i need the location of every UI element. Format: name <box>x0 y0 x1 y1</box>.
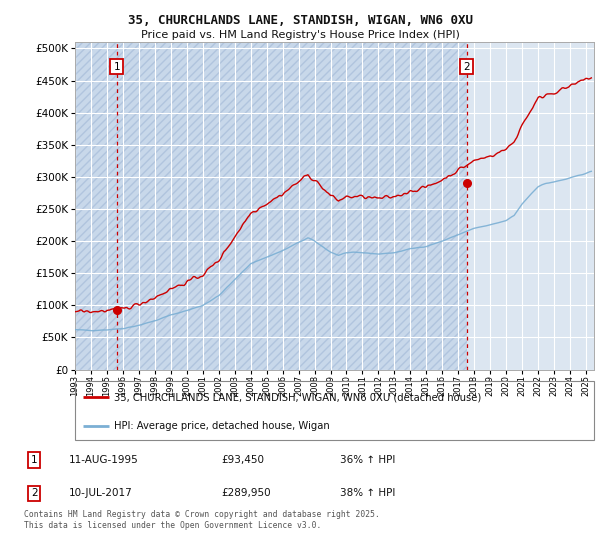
Text: 35, CHURCHLANDS LANE, STANDISH, WIGAN, WN6 0XU (detached house): 35, CHURCHLANDS LANE, STANDISH, WIGAN, W… <box>114 392 481 402</box>
Bar <box>75 42 116 370</box>
Bar <box>116 42 467 370</box>
Text: 2: 2 <box>31 488 37 498</box>
Text: 2: 2 <box>463 62 470 72</box>
Text: £289,950: £289,950 <box>221 488 271 498</box>
Text: 1: 1 <box>113 62 120 72</box>
Text: 35, CHURCHLANDS LANE, STANDISH, WIGAN, WN6 0XU: 35, CHURCHLANDS LANE, STANDISH, WIGAN, W… <box>128 14 473 27</box>
Text: HPI: Average price, detached house, Wigan: HPI: Average price, detached house, Wiga… <box>114 421 329 431</box>
Bar <box>75 42 116 370</box>
Text: Contains HM Land Registry data © Crown copyright and database right 2025.
This d: Contains HM Land Registry data © Crown c… <box>24 510 380 530</box>
Bar <box>116 42 467 370</box>
Text: Price paid vs. HM Land Registry's House Price Index (HPI): Price paid vs. HM Land Registry's House … <box>140 30 460 40</box>
Text: £93,450: £93,450 <box>221 455 265 465</box>
Text: 38% ↑ HPI: 38% ↑ HPI <box>340 488 395 498</box>
Text: 1: 1 <box>31 455 37 465</box>
Text: 36% ↑ HPI: 36% ↑ HPI <box>340 455 395 465</box>
Text: 11-AUG-1995: 11-AUG-1995 <box>69 455 139 465</box>
Text: 10-JUL-2017: 10-JUL-2017 <box>69 488 133 498</box>
